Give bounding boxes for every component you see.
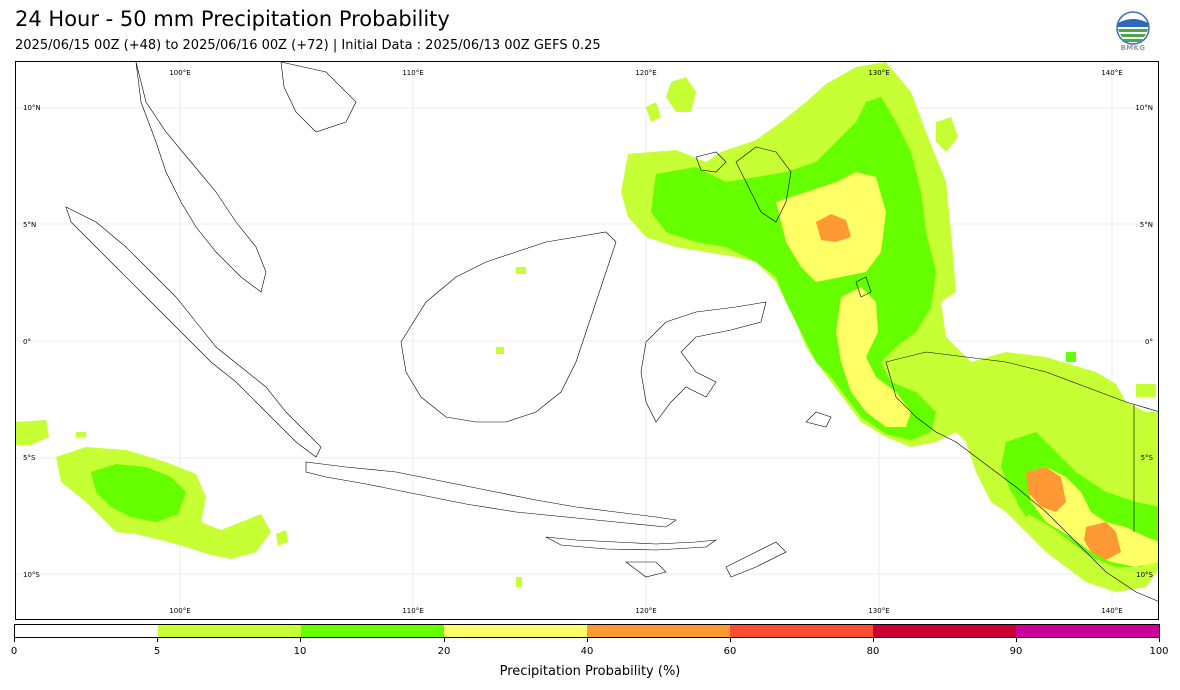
colorbar-tick bbox=[300, 638, 301, 642]
lon-label-140e-bottom: 140°E bbox=[1101, 607, 1122, 615]
colorbar-tick bbox=[730, 638, 731, 642]
colorbar-segment-80-90 bbox=[873, 625, 1016, 637]
lat-label-10n-left: 10°N bbox=[23, 104, 41, 112]
lat-label-10s-right: 10°S bbox=[1136, 571, 1153, 579]
lon-label-100e-bottom: 100°E bbox=[169, 607, 190, 615]
colorbar-segment-20-40 bbox=[444, 625, 587, 637]
colorbar-segment-40-60 bbox=[587, 625, 730, 637]
coastlines bbox=[65, 62, 1158, 602]
colorbar-tick bbox=[1159, 638, 1160, 642]
colorbar-tick-label-10: 10 bbox=[293, 646, 307, 657]
lon-label-100e-top: 100°E bbox=[169, 69, 190, 77]
colorbar-tick bbox=[14, 638, 15, 642]
latitude-labels-left: 10°N 5°N 0° 5°S 10°S bbox=[23, 104, 41, 579]
colorbar-segment-0-5 bbox=[15, 625, 158, 637]
lon-label-110e-bottom: 110°E bbox=[402, 607, 423, 615]
colorbar-label: Precipitation Probability (%) bbox=[499, 664, 681, 679]
colorbar-segment-60-80 bbox=[730, 625, 873, 637]
bmkg-logo-text: BMKG bbox=[1120, 44, 1146, 52]
lon-label-130e-bottom: 130°E bbox=[868, 607, 889, 615]
lon-label-140e-top: 140°E bbox=[1101, 69, 1122, 77]
bmkg-logo-icon bbox=[1116, 11, 1150, 45]
lat-label-5s-left: 5°S bbox=[23, 454, 36, 462]
colorbar bbox=[14, 624, 1160, 638]
map-title: 24 Hour - 50 mm Precipitation Probabilit… bbox=[15, 7, 450, 31]
colorbar-tick bbox=[873, 638, 874, 642]
lat-label-10n-right: 10°N bbox=[1135, 104, 1153, 112]
colorbar-tick-label-100: 100 bbox=[1149, 646, 1169, 657]
longitude-labels-bottom: 100°E 110°E 120°E 130°E 140°E bbox=[169, 607, 1122, 615]
colorbar-tick-label-0: 0 bbox=[10, 646, 18, 657]
lat-label-10s-left: 10°S bbox=[23, 571, 40, 579]
lat-label-5s-right: 5°S bbox=[1141, 454, 1154, 462]
colorbar-segment-90-100 bbox=[1016, 625, 1159, 637]
lat-label-0-left: 0° bbox=[23, 338, 31, 346]
colorbar-tick bbox=[587, 638, 588, 642]
lat-label-5n-left: 5°N bbox=[23, 221, 36, 229]
colorbar-tick-label-40: 40 bbox=[580, 646, 594, 657]
colorbar-tick-label-5: 5 bbox=[153, 646, 161, 657]
lon-label-110e-top: 110°E bbox=[402, 69, 423, 77]
colorbar-segment-10-20 bbox=[301, 625, 444, 637]
bmkg-logo: BMKG bbox=[1114, 11, 1152, 55]
longitude-labels-top: 100°E 110°E 120°E 130°E 140°E bbox=[169, 69, 1122, 77]
lon-label-130e-top: 130°E bbox=[868, 69, 889, 77]
probability-40-60 bbox=[816, 214, 1121, 560]
map-canvas: 100°E 110°E 120°E 130°E 140°E 100°E 110°… bbox=[16, 62, 1158, 619]
colorbar-tick bbox=[444, 638, 445, 642]
precipitation-map[interactable]: 100°E 110°E 120°E 130°E 140°E 100°E 110°… bbox=[15, 61, 1159, 620]
lat-label-5n-right: 5°N bbox=[1140, 221, 1153, 229]
colorbar-tick-label-90: 90 bbox=[1009, 646, 1023, 657]
colorbar-tick-label-60: 60 bbox=[723, 646, 737, 657]
lat-label-0-right: 0° bbox=[1145, 338, 1153, 346]
colorbar-tick-label-80: 80 bbox=[866, 646, 880, 657]
lon-label-120e-top: 120°E bbox=[635, 69, 656, 77]
colorbar-tick bbox=[157, 638, 158, 642]
latitude-labels-right: 10°N 5°N 0° 5°S 10°S bbox=[1135, 104, 1153, 579]
colorbar-tick-label-20: 20 bbox=[437, 646, 451, 657]
map-subtitle: 2025/06/15 00Z (+48) to 2025/06/16 00Z (… bbox=[15, 38, 601, 53]
colorbar-tick bbox=[1016, 638, 1017, 642]
lon-label-120e-bottom: 120°E bbox=[635, 607, 656, 615]
colorbar-segment-5-10 bbox=[158, 625, 301, 637]
